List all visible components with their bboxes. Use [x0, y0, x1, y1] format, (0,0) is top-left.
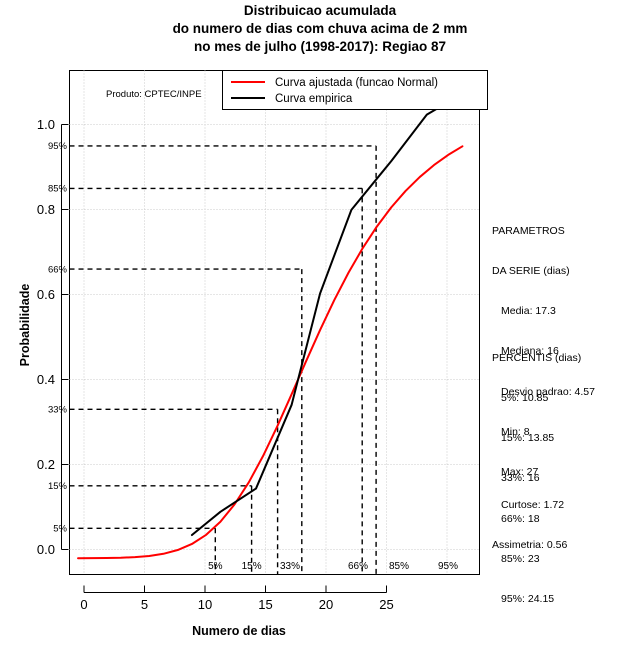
percentile-x-label-95: 95% — [438, 561, 458, 572]
percentile-y-label-15: 15% — [48, 481, 68, 492]
percentile-x-label-5: 5% — [208, 561, 223, 572]
parameter-max: Max: 27 — [501, 466, 539, 479]
x-tick-label-0: 0 — [80, 597, 87, 612]
stat-assimetria: Assimetria: 0.56 — [492, 539, 568, 552]
parameters-heading-2: DA SERIE (dias) — [492, 265, 570, 278]
percentile-x-label-15: 15% — [242, 561, 262, 572]
legend: Curva ajustada (funcao Normal) Curva emp… — [222, 70, 488, 110]
percentile-x-label-33: 33% — [280, 561, 300, 572]
percentil-15: 15%: 13.85 — [501, 432, 555, 445]
grid-vertical — [83, 70, 448, 575]
legend-swatch-empirical — [231, 97, 265, 99]
y-tick-label-0: 0.0 — [37, 542, 55, 557]
x-tick-label-5: 5 — [141, 597, 148, 612]
y-tick-label-1.0: 1.0 — [37, 117, 55, 132]
curve-fitted-normal — [77, 145, 464, 560]
parameters-heading-1: PARAMETROS — [492, 224, 565, 237]
legend-swatch-fitted — [231, 81, 265, 83]
percentil-85: 85%: 23 — [501, 552, 540, 565]
percentile-y-label-66: 66% — [48, 264, 68, 275]
percentile-y-labels: 5% 15% 33% 66% 85% 95% — [48, 141, 68, 534]
percentile-x-labels: 5% 15% 33% 66% 85% 95% — [208, 561, 458, 572]
percentis-panel: PERCENTIS (dias) 5%: 10.85 15%: 13.85 33… — [492, 325, 581, 633]
grid-horizontal — [69, 124, 480, 550]
chart-title-line-3: no mes de julho (1998-2017): Regiao 87 — [193, 39, 447, 54]
percentile-x-label-66: 66% — [348, 561, 368, 572]
percentile-x-label-85: 85% — [389, 561, 409, 572]
parameters-panel: PARAMETROS DA SERIE (dias) Media: 17.3 M… — [492, 198, 595, 506]
y-axis: 0.0 0.2 0.4 0.6 0.8 1.0 — [37, 117, 69, 557]
produto-label: Produto: CPTEC/INPE — [106, 89, 202, 100]
y-tick-label-0.2: 0.2 — [37, 457, 55, 472]
parameter-min: Min: 8 — [501, 425, 530, 438]
percentil-95: 95%: 24.15 — [501, 593, 555, 606]
percentis-heading: PERCENTIS (dias) — [492, 351, 582, 364]
parameter-media: Media: 17.3 — [501, 305, 556, 318]
percentil-5: 5%: 10.85 — [501, 392, 549, 405]
legend-item-fitted: Curva ajustada (funcao Normal) — [231, 74, 438, 92]
percentil-33: 33%: 16 — [501, 472, 540, 485]
percentile-guides — [69, 145, 377, 575]
stat-curtose: Curtose: 1.72 — [501, 498, 565, 511]
x-tick-label-20: 20 — [319, 597, 333, 612]
chart-title-line-1: Distribuicao acumulada — [243, 3, 397, 18]
y-tick-label-0.8: 0.8 — [37, 202, 55, 217]
legend-label-empirical: Curva empirica — [275, 93, 353, 105]
percentile-y-label-5: 5% — [53, 524, 67, 535]
percentile-y-label-95: 95% — [48, 141, 68, 152]
x-tick-label-15: 15 — [258, 597, 272, 612]
x-tick-label-10: 10 — [198, 597, 212, 612]
percentil-66: 66%: 18 — [501, 512, 540, 525]
parameter-desvio-padrao: Desvio padrao: 4.57 — [501, 385, 595, 398]
legend-item-empirical: Curva empirica — [231, 90, 352, 108]
plot-frame — [69, 70, 480, 575]
extra-stats-panel: Curtose: 1.72 Assimetria: 0.56 — [492, 472, 567, 579]
x-axis-label: Numero de dias — [192, 624, 286, 638]
x-tick-label-25: 25 — [379, 597, 393, 612]
chart-title: Distribuicao acumulada do numero de dias… — [0, 2, 640, 56]
x-axis: 0 5 10 15 20 25 — [80, 585, 394, 612]
percentile-y-label-85: 85% — [48, 184, 68, 195]
curve-empirical — [190, 92, 464, 537]
y-axis-label: Probabilidade — [18, 283, 32, 367]
percentile-y-label-33: 33% — [48, 405, 68, 416]
y-tick-label-0.4: 0.4 — [37, 372, 55, 387]
chart-title-line-2: do numero de dias com chuva acima de 2 m… — [172, 21, 468, 36]
y-tick-label-0.6: 0.6 — [37, 287, 55, 302]
parameter-mediana: Mediana: 16 — [501, 345, 559, 358]
legend-label-fitted: Curva ajustada (funcao Normal) — [275, 77, 438, 89]
